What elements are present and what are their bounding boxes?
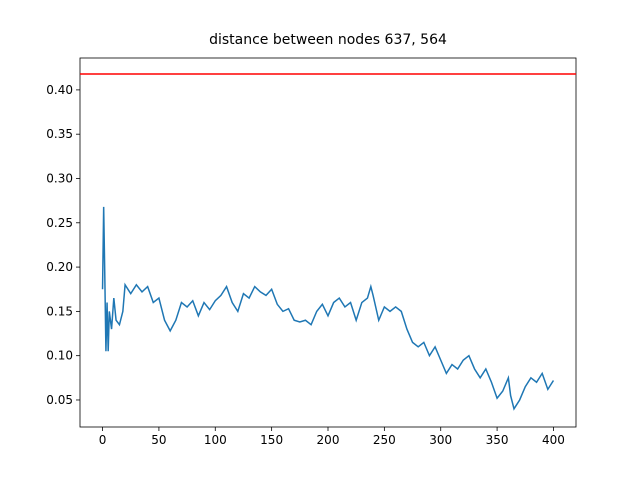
y-tick-label: 0.40: [46, 83, 73, 97]
y-tick-label: 0.10: [46, 349, 73, 363]
x-tick-label: 300: [429, 433, 452, 447]
axes-frame: [79, 57, 577, 428]
x-tick-label: 200: [317, 433, 340, 447]
y-tick-label: 0.35: [46, 127, 73, 141]
y-tick-label: 0.20: [46, 260, 73, 274]
x-tick-label: 400: [542, 433, 565, 447]
x-tick-label: 350: [486, 433, 509, 447]
x-tick-label: 0: [99, 433, 107, 447]
y-tick-label: 0.25: [46, 216, 73, 230]
x-tick-label: 150: [260, 433, 283, 447]
y-tick-label: 0.15: [46, 304, 73, 318]
x-tick-label: 100: [204, 433, 227, 447]
chart-title: distance between nodes 637, 564: [209, 32, 447, 48]
y-tick-label: 0.05: [46, 393, 73, 407]
line-series: [101, 206, 555, 411]
x-tick-label: 250: [373, 433, 396, 447]
x-tick-label: 50: [151, 433, 166, 447]
y-tick-label: 0.30: [46, 171, 73, 185]
